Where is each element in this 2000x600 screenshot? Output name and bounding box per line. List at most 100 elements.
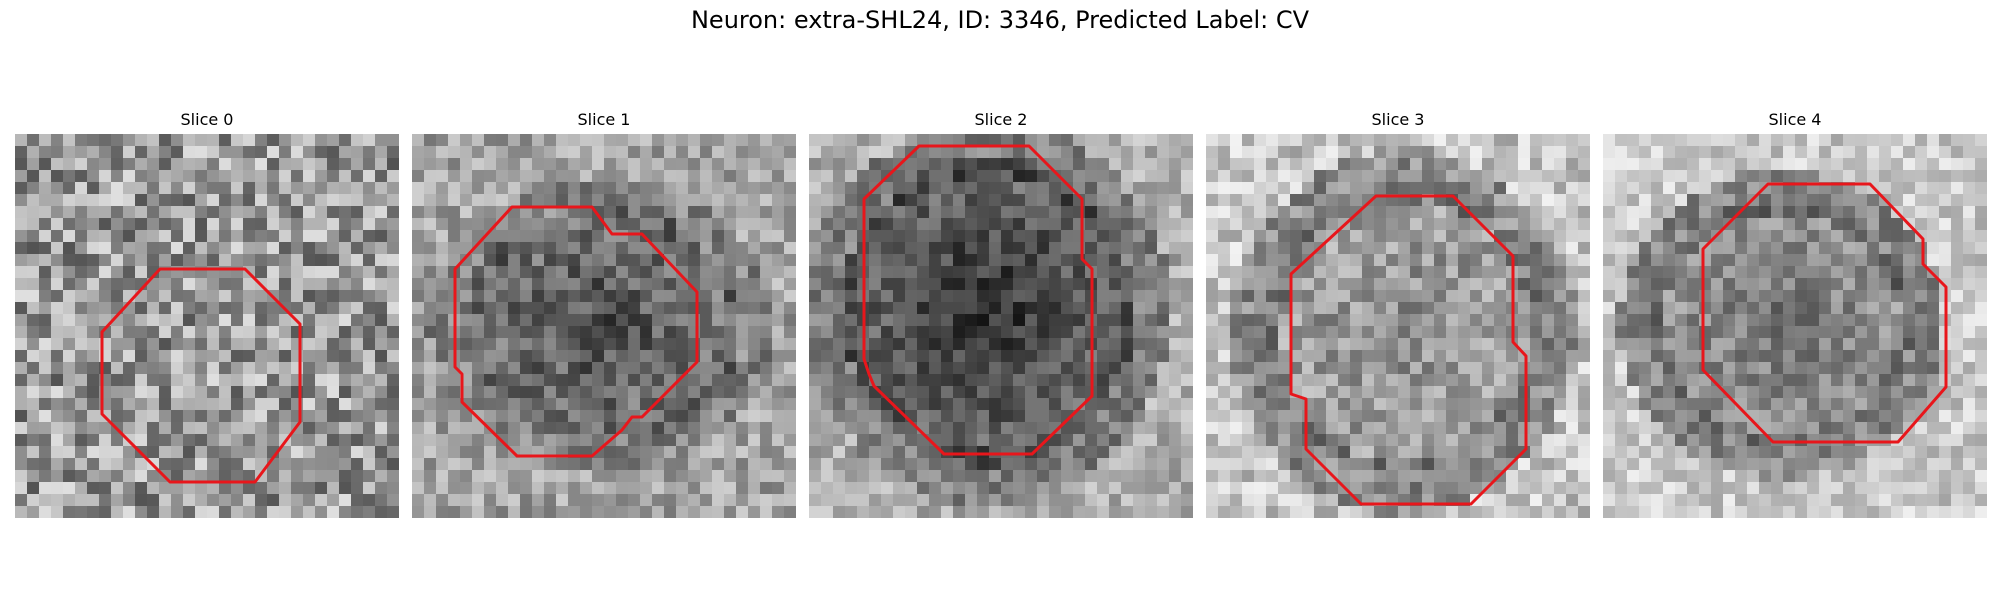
image-pixel bbox=[1903, 266, 1916, 279]
image-pixel bbox=[821, 326, 834, 339]
image-pixel bbox=[1097, 338, 1110, 351]
image-pixel bbox=[700, 218, 713, 231]
image-pixel bbox=[15, 290, 28, 303]
image-pixel bbox=[243, 254, 256, 267]
image-pixel bbox=[1819, 278, 1832, 291]
image-pixel bbox=[315, 278, 328, 291]
image-pixel bbox=[1807, 158, 1820, 171]
image-pixel bbox=[1735, 302, 1748, 315]
image-pixel bbox=[760, 410, 773, 423]
image-pixel bbox=[748, 266, 761, 279]
image-pixel bbox=[171, 254, 184, 267]
image-pixel bbox=[1374, 398, 1387, 411]
image-pixel bbox=[1446, 302, 1459, 315]
image-pixel bbox=[496, 314, 509, 327]
image-pixel bbox=[1085, 194, 1098, 207]
image-pixel bbox=[327, 338, 340, 351]
image-pixel bbox=[219, 398, 232, 411]
image-pixel bbox=[1927, 374, 1940, 387]
image-pixel bbox=[99, 422, 112, 435]
image-pixel bbox=[821, 458, 834, 471]
image-pixel bbox=[1951, 134, 1964, 147]
image-pixel bbox=[1230, 350, 1243, 363]
slice-2-title: Slice 2 bbox=[974, 110, 1028, 129]
image-pixel bbox=[1927, 410, 1940, 423]
image-pixel bbox=[893, 134, 906, 147]
image-pixel bbox=[977, 158, 990, 171]
image-pixel bbox=[881, 206, 894, 219]
image-pixel bbox=[315, 314, 328, 327]
image-pixel bbox=[363, 338, 376, 351]
image-pixel bbox=[532, 194, 545, 207]
image-pixel bbox=[1242, 374, 1255, 387]
image-pixel bbox=[784, 326, 796, 339]
image-pixel bbox=[195, 146, 208, 159]
image-pixel bbox=[833, 314, 846, 327]
image-pixel bbox=[496, 338, 509, 351]
image-pixel bbox=[580, 230, 593, 243]
image-pixel bbox=[75, 230, 88, 243]
image-pixel bbox=[291, 410, 304, 423]
image-pixel bbox=[460, 422, 473, 435]
image-pixel bbox=[1807, 290, 1820, 303]
image-pixel bbox=[929, 326, 942, 339]
image-pixel bbox=[460, 410, 473, 423]
image-pixel bbox=[1350, 302, 1363, 315]
image-pixel bbox=[1891, 302, 1904, 315]
image-pixel bbox=[965, 326, 978, 339]
image-pixel bbox=[1025, 266, 1038, 279]
image-pixel bbox=[291, 170, 304, 183]
image-pixel bbox=[1518, 398, 1531, 411]
image-pixel bbox=[1362, 422, 1375, 435]
image-pixel bbox=[772, 410, 785, 423]
image-pixel bbox=[63, 158, 76, 171]
image-pixel bbox=[881, 506, 894, 518]
image-pixel bbox=[460, 362, 473, 375]
image-pixel bbox=[1458, 158, 1471, 171]
image-pixel bbox=[243, 506, 256, 518]
image-pixel bbox=[315, 206, 328, 219]
image-pixel bbox=[953, 230, 966, 243]
image-pixel bbox=[15, 194, 28, 207]
image-pixel bbox=[1302, 338, 1315, 351]
image-pixel bbox=[977, 182, 990, 195]
image-pixel bbox=[279, 230, 292, 243]
image-pixel bbox=[27, 170, 40, 183]
image-pixel bbox=[219, 350, 232, 363]
image-pixel bbox=[1386, 146, 1399, 159]
image-pixel bbox=[1615, 434, 1628, 447]
image-pixel bbox=[1627, 182, 1640, 195]
image-pixel bbox=[123, 506, 136, 518]
image-pixel bbox=[496, 374, 509, 387]
image-pixel bbox=[1494, 182, 1507, 195]
image-pixel bbox=[556, 218, 569, 231]
image-pixel bbox=[183, 422, 196, 435]
image-pixel bbox=[1578, 470, 1590, 483]
image-pixel bbox=[1169, 170, 1182, 183]
image-pixel bbox=[1278, 386, 1291, 399]
image-pixel bbox=[1169, 398, 1182, 411]
image-pixel bbox=[99, 266, 112, 279]
image-pixel bbox=[1879, 170, 1892, 183]
image-pixel bbox=[688, 446, 701, 459]
image-pixel bbox=[784, 446, 796, 459]
image-pixel bbox=[1855, 242, 1868, 255]
image-pixel bbox=[1145, 206, 1158, 219]
image-pixel bbox=[1025, 158, 1038, 171]
image-pixel bbox=[1061, 182, 1074, 195]
image-pixel bbox=[929, 314, 942, 327]
image-pixel bbox=[15, 446, 28, 459]
image-pixel bbox=[1061, 314, 1074, 327]
image-pixel bbox=[821, 482, 834, 495]
image-pixel bbox=[147, 470, 160, 483]
image-pixel bbox=[484, 146, 497, 159]
image-pixel bbox=[712, 338, 725, 351]
image-pixel bbox=[219, 386, 232, 399]
image-pixel bbox=[1266, 194, 1279, 207]
image-pixel bbox=[1109, 206, 1122, 219]
image-pixel bbox=[448, 494, 461, 507]
image-pixel bbox=[616, 278, 629, 291]
image-pixel bbox=[39, 446, 52, 459]
image-pixel bbox=[315, 494, 328, 507]
slice-3-title: Slice 3 bbox=[1371, 110, 1425, 129]
